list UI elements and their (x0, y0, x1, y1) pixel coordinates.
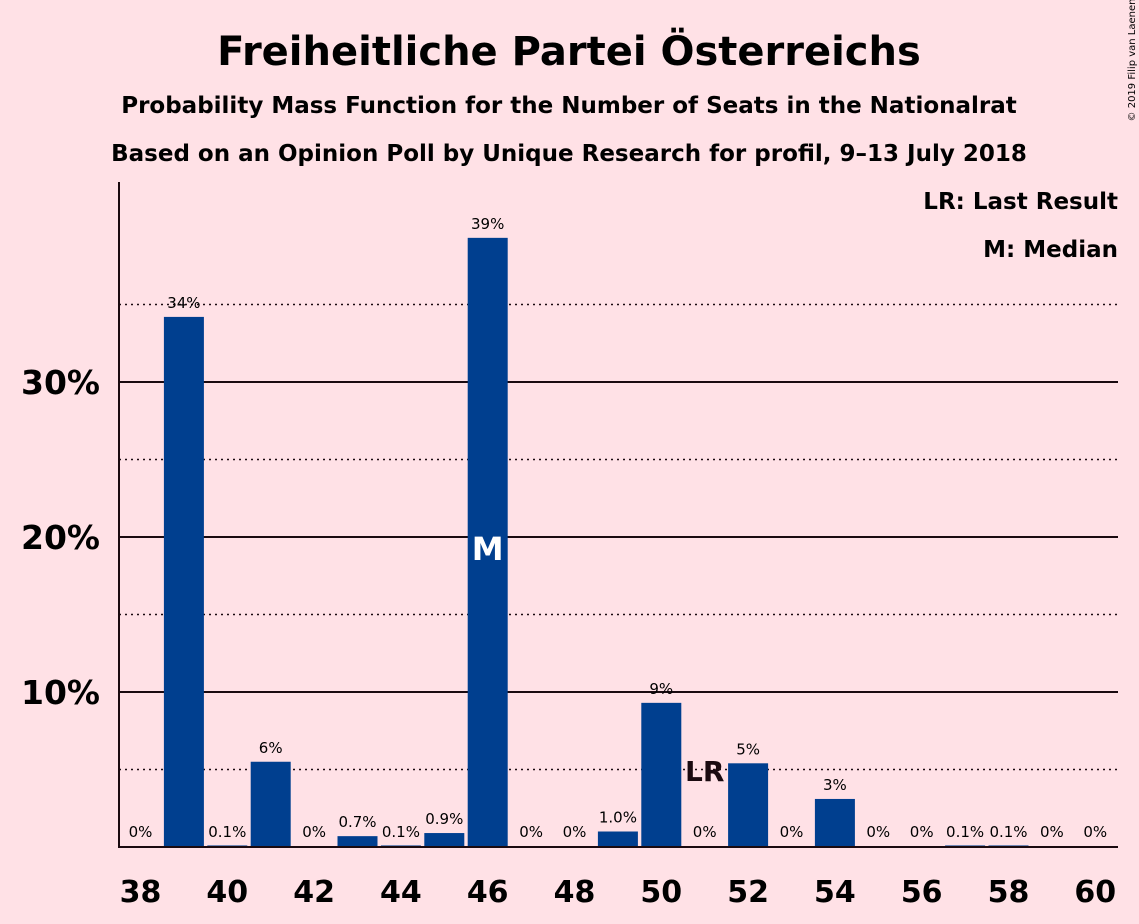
last-result-marker: LR (685, 755, 724, 788)
chart-subtitle-2: Based on an Opinion Poll by Unique Resea… (111, 141, 1027, 167)
bar-value-label: 0% (910, 823, 934, 841)
bar-value-label: 34% (167, 294, 200, 312)
bar-seat-45 (424, 833, 465, 847)
bar-value-label: 0% (1083, 823, 1107, 841)
axes (118, 182, 1118, 848)
bar-value-label: 6% (259, 739, 283, 757)
bar-value-label: 0% (866, 823, 890, 841)
bar-value-label: 0.9% (425, 810, 463, 828)
x-tick-label: 52 (727, 875, 769, 910)
bar-value-label: 0% (302, 823, 326, 841)
x-tick-label: 46 (467, 875, 509, 910)
x-tick-label: 38 (120, 875, 162, 910)
bar-seat-39 (163, 316, 204, 847)
bar-seat-43 (337, 836, 378, 847)
bar-value-label: 0% (519, 823, 543, 841)
y-tick-label: 30% (21, 363, 100, 402)
gridlines (119, 303, 1118, 771)
bar-value-label: 0% (780, 823, 804, 841)
x-tick-label: 42 (293, 875, 335, 910)
x-tick-labels: 38 40 42 44 46 48 50 52 54 56 58 60 (120, 875, 1117, 910)
bar-seat-41 (250, 761, 291, 847)
bar-value-label: 0% (129, 823, 153, 841)
x-tick-label: 56 (901, 875, 943, 910)
bar-value-label: 0% (563, 823, 587, 841)
y-tick-labels: 10% 20% 30% (21, 363, 100, 712)
x-tick-label: 58 (988, 875, 1030, 910)
chart-subtitle-1: Probability Mass Function for the Number… (121, 93, 1017, 119)
x-tick-label: 50 (640, 875, 682, 910)
x-tick-label: 54 (814, 875, 856, 910)
chart-title: Freiheitliche Partei Österreichs (217, 27, 921, 75)
bar-labels: 0% 34% 0.1% 6% 0% 0.7% 0.1% 0.9% 39% 0% 0% 1.0% 9% 0%… (129, 215, 1108, 841)
bar-value-label: 0.7% (338, 813, 376, 831)
y-tick-label: 10% (21, 673, 100, 712)
bar-value-label: 3% (823, 776, 847, 794)
bar-seat-54 (814, 798, 855, 847)
median-marker: M (472, 530, 504, 568)
markers: M LR (472, 530, 725, 788)
x-tick-label: 48 (554, 875, 596, 910)
bars (163, 237, 1029, 848)
bar-seat-46 (467, 237, 508, 848)
x-tick-label: 40 (206, 875, 248, 910)
x-tick-label: 60 (1074, 875, 1116, 910)
y-tick-label: 20% (21, 518, 100, 557)
bar-value-label: 9% (649, 680, 673, 698)
bar-value-label: 39% (471, 215, 504, 233)
bar-seat-50 (641, 702, 682, 847)
bar-value-label: 0.1% (208, 823, 246, 841)
legend-median: M: Median (983, 237, 1118, 263)
legend-last-result: LR: Last Result (923, 189, 1118, 215)
bar-value-label: 0.1% (382, 823, 420, 841)
bar-seat-52 (728, 763, 769, 847)
copyright-text: © 2019 Filip van Laenen (1127, 0, 1138, 121)
bar-value-label: 0.1% (946, 823, 984, 841)
bar-seat-49 (597, 831, 638, 847)
bar-value-label: 1.0% (599, 809, 637, 827)
bar-value-label: 0.1% (989, 823, 1027, 841)
bar-value-label: 0% (1040, 823, 1064, 841)
x-tick-label: 44 (380, 875, 422, 910)
bar-value-label: 5% (736, 740, 760, 758)
bar-value-label: 0% (693, 823, 717, 841)
